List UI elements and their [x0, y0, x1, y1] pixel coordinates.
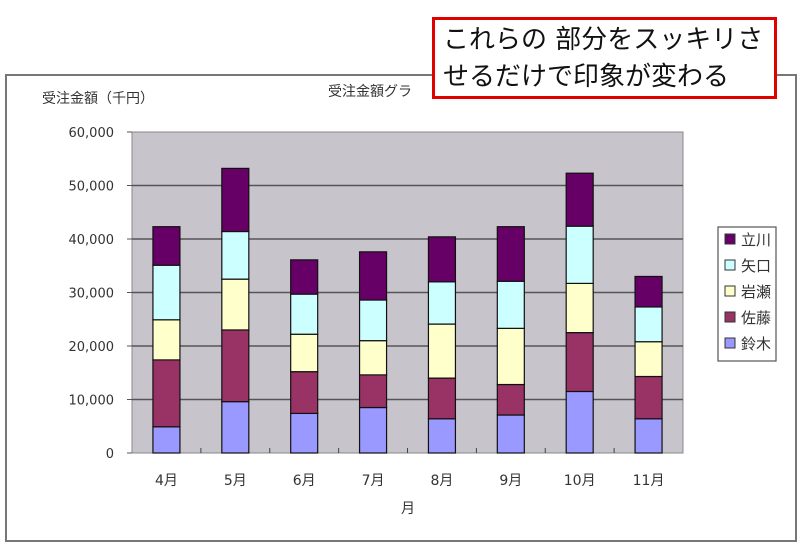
legend-swatch: [724, 259, 736, 271]
bar-segment-岩瀬: [427, 323, 457, 379]
bar-segment-立川: [496, 226, 525, 282]
bar-segment-矢口: [427, 281, 457, 325]
bar-segment-岩瀬: [565, 282, 594, 334]
bar-segment-立川: [634, 275, 663, 308]
bar-segment-佐藤: [565, 332, 594, 393]
legend-label: 岩瀬: [741, 283, 771, 301]
bar-segment-鈴木: [496, 414, 525, 454]
bar-segment-立川: [427, 236, 457, 283]
x-axis-label: 月: [401, 501, 415, 517]
y-tick-label: 40,000: [69, 233, 115, 248]
bar-segment-矢口: [358, 299, 388, 342]
annotation-callout: これらの 部分をスッキリさ せるだけで印象が変わる: [432, 17, 777, 99]
bar-segment-佐藤: [427, 377, 457, 420]
bar-segment-矢口: [634, 306, 663, 343]
bar-segment-矢口: [496, 280, 525, 329]
legend-swatch: [724, 337, 736, 349]
bar-segment-岩瀬: [496, 327, 525, 386]
bar-segment-佐藤: [290, 371, 319, 415]
legend-swatch: [724, 285, 736, 297]
bar-segment-鈴木: [565, 390, 594, 454]
bar-segment-立川: [358, 251, 388, 301]
bar-segment-鈴木: [427, 418, 457, 454]
bar-segment-佐藤: [221, 329, 250, 403]
bar-segment-立川: [221, 167, 250, 233]
x-tick-label: 5月: [224, 473, 247, 489]
bar-segment-鈴木: [634, 418, 663, 454]
legend-label: 立川: [741, 231, 771, 249]
y-tick-label: 30,000: [69, 287, 115, 302]
bar-segment-鈴木: [290, 412, 319, 454]
x-tick-label: 7月: [362, 473, 385, 489]
bar-segment-佐藤: [358, 374, 388, 409]
x-tick-label: 4月: [155, 473, 178, 489]
bar-segment-鈴木: [152, 426, 181, 454]
bar-segment-鈴木: [221, 401, 250, 454]
x-tick-label: 6月: [293, 473, 316, 489]
bar-segment-岩瀬: [358, 340, 388, 376]
bar-segment-岩瀬: [634, 341, 663, 378]
bar-segment-鈴木: [358, 406, 388, 454]
bar-segment-矢口: [565, 225, 594, 285]
callout-line: せるだけで印象が変わる: [443, 62, 730, 92]
legend-swatch: [724, 311, 736, 323]
bar-segment-岩瀬: [152, 319, 181, 361]
bar-segment-岩瀬: [290, 333, 319, 373]
bar-segment-岩瀬: [221, 278, 250, 331]
y-tick-label: 50,000: [69, 180, 115, 195]
bar-segment-立川: [565, 172, 594, 227]
bar-segment-矢口: [152, 264, 181, 321]
legend-swatch: [724, 233, 736, 245]
legend-label: 鈴木: [741, 335, 771, 353]
y-tick-label: 60,000: [69, 126, 115, 141]
bar-segment-立川: [152, 226, 181, 266]
y-tick-label: 0: [106, 447, 114, 462]
bar-segment-矢口: [290, 293, 319, 335]
bar-segment-佐藤: [152, 359, 181, 428]
bar-segment-立川: [290, 259, 319, 295]
y-tick-label: 10,000: [69, 394, 115, 409]
bar-segment-矢口: [221, 230, 250, 280]
legend-label: 矢口: [741, 257, 771, 275]
y-axis-label: 受注金額（千円）: [42, 91, 154, 107]
x-tick-label: 9月: [499, 473, 522, 489]
x-tick-label: 8月: [430, 473, 453, 489]
callout-line: これらの 部分をスッキリさ: [443, 25, 764, 55]
chart-title: 受注金額グラ: [328, 84, 412, 100]
y-tick-label: 20,000: [69, 340, 115, 355]
bar-segment-佐藤: [634, 375, 663, 420]
x-tick-label: 10月: [564, 473, 596, 489]
legend-label: 佐藤: [741, 309, 771, 327]
bar-segment-佐藤: [496, 383, 525, 416]
x-tick-label: 11月: [633, 473, 665, 489]
